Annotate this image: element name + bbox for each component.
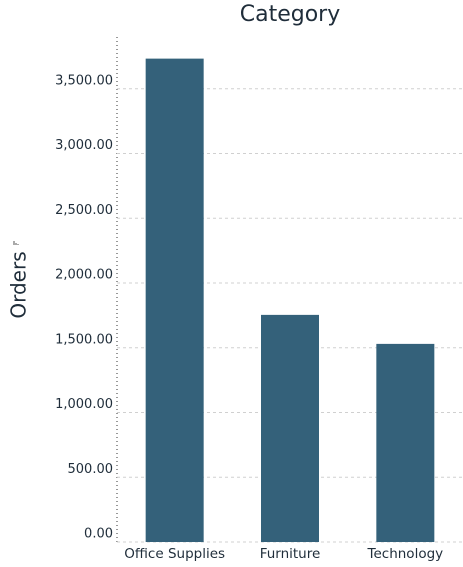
- y-tick-label: 3,000.00: [55, 138, 113, 153]
- bar: [376, 343, 435, 542]
- chart-title: Category: [240, 2, 341, 27]
- y-tick-label: 1,000.00: [55, 397, 113, 412]
- y-tick-label: 3,500.00: [55, 73, 113, 88]
- sort-icon[interactable]: [13, 241, 19, 245]
- y-tick-label: 2,500.00: [55, 203, 113, 218]
- x-tick-label: Technology: [367, 546, 444, 562]
- y-tick-label: 0.00: [84, 527, 113, 542]
- y-axis-label: Orders: [7, 251, 31, 318]
- y-tick-label: 1,500.00: [55, 332, 113, 347]
- x-tick-label: Furniture: [260, 546, 321, 562]
- x-tick-label: Office Supplies: [124, 546, 225, 562]
- bar: [145, 58, 204, 542]
- bar: [261, 314, 319, 542]
- y-tick-label: 500.00: [68, 462, 114, 477]
- y-tick-label: 2,000.00: [55, 268, 113, 283]
